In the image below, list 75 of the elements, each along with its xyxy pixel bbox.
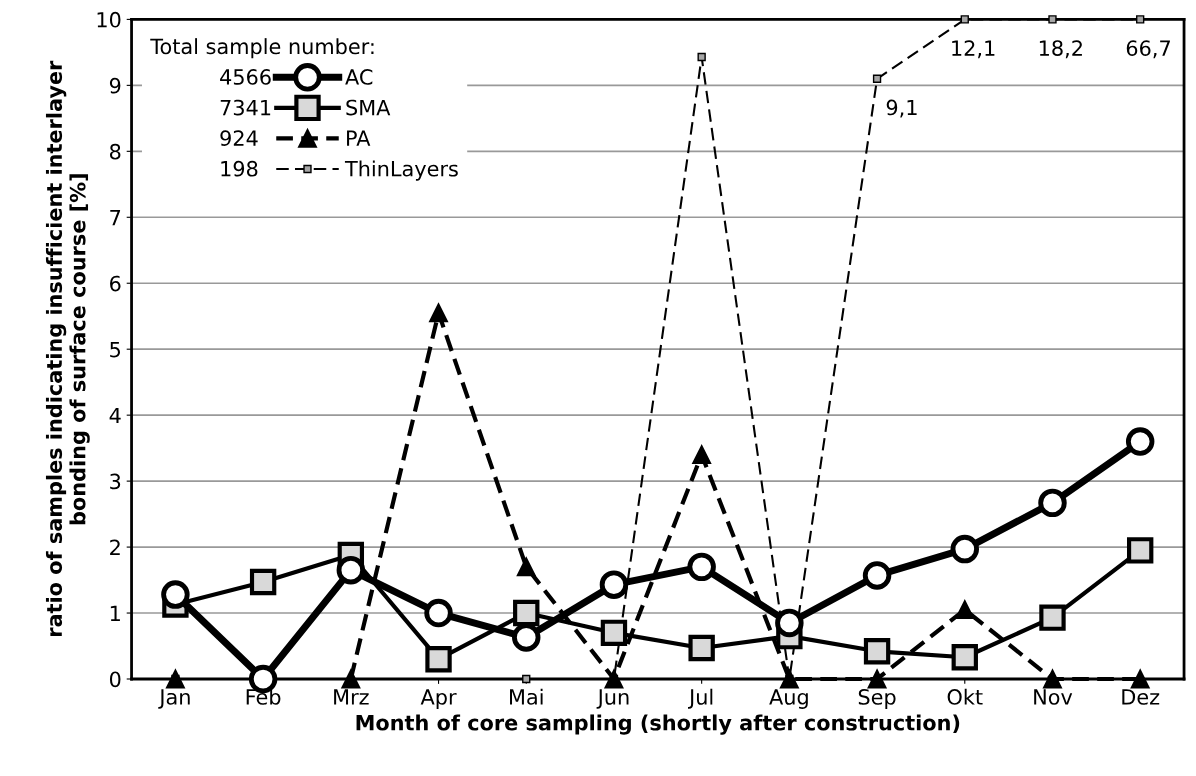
- y-tick-label: 10: [97, 11, 121, 28]
- point: [951, 644, 978, 671]
- y-tick-label: 7: [110, 210, 121, 226]
- point: [692, 445, 712, 465]
- data-label: 9,1: [886, 99, 917, 118]
- legend-title: Total sample number:: [150, 38, 374, 59]
- annotation: 924: [220, 130, 258, 147]
- annotation: 18,2: [1039, 40, 1082, 59]
- point: [1130, 669, 1150, 689]
- point: [425, 646, 452, 673]
- point: [697, 52, 706, 62]
- x-tick-label: Okt: [947, 688, 983, 705]
- point: [687, 552, 716, 582]
- y-tick-label: 8: [110, 143, 121, 160]
- annotation: 198: [221, 160, 258, 177]
- point: [336, 555, 366, 585]
- x-tick-label: Dez: [1122, 689, 1160, 705]
- y-tick-label: 0: [109, 671, 121, 688]
- x-tick-label: Feb: [246, 688, 281, 705]
- point: [513, 599, 540, 627]
- point: [950, 534, 980, 564]
- legend-label: SMA: [346, 99, 391, 116]
- point: [424, 598, 453, 628]
- x-tick-label: Jul: [688, 688, 713, 709]
- point: [511, 623, 541, 652]
- point: [779, 669, 799, 689]
- point: [862, 561, 892, 590]
- point: [1043, 669, 1062, 689]
- point: [604, 669, 624, 689]
- point: [599, 570, 629, 599]
- y-tick-label: 1: [110, 605, 120, 621]
- point: [166, 669, 185, 689]
- point: [516, 557, 536, 577]
- x-tick-label: Mrz: [334, 689, 369, 705]
- point: [600, 619, 628, 647]
- point: [249, 568, 277, 596]
- legend-label: PA: [347, 130, 371, 146]
- point: [341, 669, 361, 689]
- point: [522, 674, 531, 684]
- point: [688, 634, 715, 662]
- x-tick-label: Mai: [510, 688, 543, 705]
- point: [863, 638, 891, 665]
- x-axis-title: Month of core sampling (shortly after construction): [356, 714, 960, 735]
- y-tick-label: 3: [110, 473, 121, 490]
- point: [1126, 537, 1154, 564]
- point: [1038, 488, 1067, 518]
- point: [1136, 15, 1145, 24]
- legend-label: ThinLayers: [344, 160, 458, 181]
- y-tick-label: 9: [109, 77, 121, 94]
- x-tick-label: Nov: [1034, 689, 1073, 705]
- x-tick-label: Aug: [769, 689, 808, 709]
- point: [960, 15, 969, 24]
- point: [161, 580, 190, 609]
- y-tick-label: 5: [110, 341, 121, 358]
- annotation: 7341: [220, 99, 271, 116]
- point: [867, 669, 887, 689]
- point: [429, 303, 448, 323]
- y-tick-label: 4: [109, 407, 121, 424]
- y-tick-label: 6: [110, 275, 121, 292]
- point: [872, 74, 882, 83]
- point: [1039, 604, 1066, 631]
- annotation: 4566: [220, 69, 271, 85]
- x-tick-label: Sep: [858, 689, 896, 709]
- x-tick-label: Apr: [420, 689, 457, 709]
- point: [1125, 427, 1155, 456]
- legend-label: AC: [345, 69, 373, 85]
- y-axis-title: ratio of samples indicating insufficient interlayer bonding of surface course [%]: [45, 60, 90, 637]
- x-tick-label: Jan: [158, 689, 190, 709]
- point: [775, 608, 804, 638]
- y-tick-label: 2: [110, 539, 120, 555]
- annotation: 66,7: [1126, 40, 1170, 59]
- x-tick-label: Jun: [596, 689, 629, 709]
- point: [955, 600, 975, 620]
- point: [1048, 15, 1057, 24]
- annotation: 12,1: [952, 40, 995, 59]
